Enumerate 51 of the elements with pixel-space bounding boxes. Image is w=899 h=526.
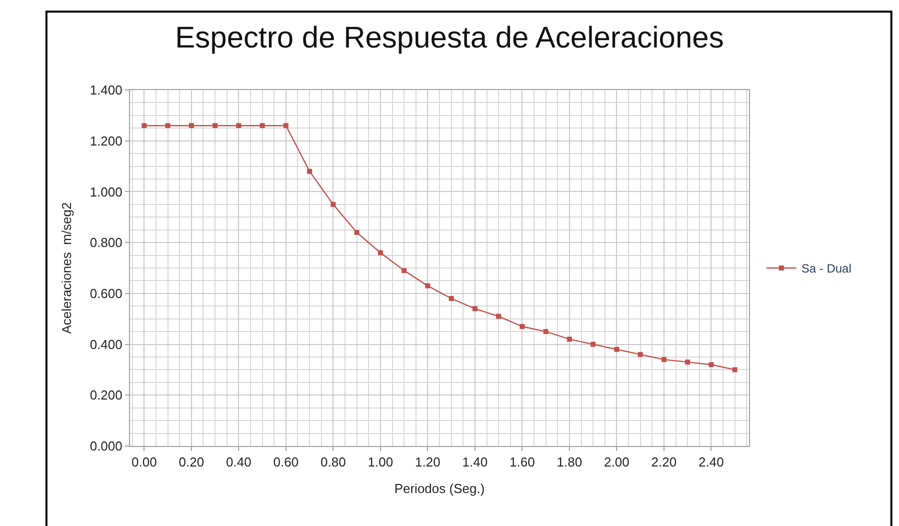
point <box>165 123 170 128</box>
x-tick-label: 1.40 <box>462 454 488 470</box>
y-tick-label: 1.200 <box>90 133 122 148</box>
y-tick-label: 0.800 <box>90 235 122 250</box>
y-tick-label: 1.400 <box>90 82 122 98</box>
x-tick-label: 2.40 <box>698 454 724 470</box>
x-tick-label: 0.80 <box>320 454 346 470</box>
point <box>590 342 596 347</box>
point <box>142 123 147 128</box>
x-tick-label: 0.00 <box>132 454 157 470</box>
x-tick-label: 0.20 <box>178 454 204 470</box>
point <box>472 306 478 312</box>
point <box>260 123 265 128</box>
point <box>520 324 525 329</box>
point <box>661 357 666 362</box>
legend-label: Sa - Dual <box>801 262 852 276</box>
point <box>566 336 572 342</box>
point <box>330 202 336 207</box>
x-tick-label: 1.20 <box>415 454 440 470</box>
point <box>425 283 430 288</box>
point <box>212 123 218 128</box>
y-tick-label: 0.000 <box>90 438 122 454</box>
x-tick-label: 0.40 <box>226 454 252 470</box>
x-tick-label: 2.20 <box>651 454 677 470</box>
point <box>354 230 360 235</box>
chart-title: Espectro de Respuesta de Aceleraciones <box>175 21 724 54</box>
y-tick-label: 1.000 <box>90 184 122 200</box>
point <box>448 296 454 302</box>
point <box>236 123 242 128</box>
point <box>732 367 738 372</box>
x-tick-label: 1.60 <box>510 454 535 470</box>
y-tick-label: 0.400 <box>90 336 122 352</box>
point <box>496 314 502 319</box>
point <box>638 352 643 357</box>
point <box>685 360 690 365</box>
point <box>307 168 312 174</box>
x-tick-label: 1.00 <box>368 454 394 470</box>
point <box>378 250 383 256</box>
point <box>543 329 548 334</box>
point <box>614 346 620 352</box>
point <box>402 268 407 274</box>
x-tick-label: 2.00 <box>604 454 630 470</box>
x-tick-label: 0.60 <box>273 454 299 470</box>
x-tick-label: 1.80 <box>556 454 582 470</box>
x-axis-title: Periodos (Seg.) <box>394 481 485 496</box>
point <box>283 123 288 128</box>
point <box>188 123 194 128</box>
y-axis-title: Aceleraciones m/seg2 <box>58 202 74 334</box>
point <box>708 362 714 368</box>
y-tick-label: 0.600 <box>90 286 122 301</box>
y-tick-label: 0.200 <box>90 388 122 403</box>
